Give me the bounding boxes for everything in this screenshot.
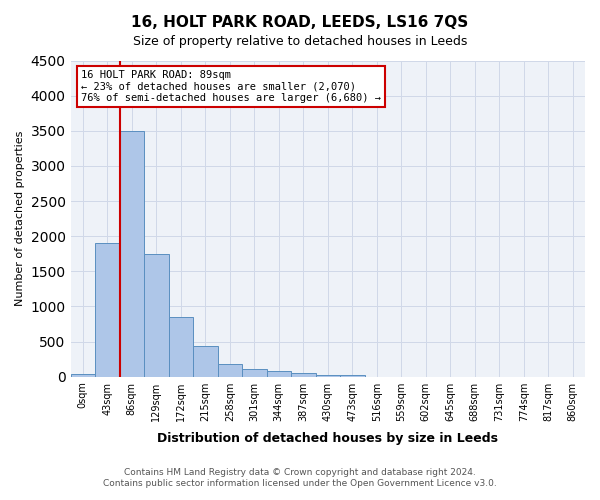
Text: 16 HOLT PARK ROAD: 89sqm
← 23% of detached houses are smaller (2,070)
76% of sem: 16 HOLT PARK ROAD: 89sqm ← 23% of detach…	[81, 70, 381, 103]
Bar	[316, 374, 340, 376]
Bar	[291, 374, 316, 376]
Bar	[340, 375, 365, 376]
Text: Contains HM Land Registry data © Crown copyright and database right 2024.
Contai: Contains HM Land Registry data © Crown c…	[103, 468, 497, 487]
Bar	[169, 317, 193, 376]
Bar	[266, 372, 291, 376]
Bar	[144, 254, 169, 376]
X-axis label: Distribution of detached houses by size in Leeds: Distribution of detached houses by size …	[157, 432, 498, 445]
Bar	[71, 374, 95, 376]
Y-axis label: Number of detached properties: Number of detached properties	[15, 131, 25, 306]
Bar	[242, 370, 266, 376]
Bar	[218, 364, 242, 376]
Text: Size of property relative to detached houses in Leeds: Size of property relative to detached ho…	[133, 35, 467, 48]
Text: 16, HOLT PARK ROAD, LEEDS, LS16 7QS: 16, HOLT PARK ROAD, LEEDS, LS16 7QS	[131, 15, 469, 30]
Bar	[193, 346, 218, 376]
Bar	[119, 131, 144, 376]
Bar	[95, 243, 119, 376]
